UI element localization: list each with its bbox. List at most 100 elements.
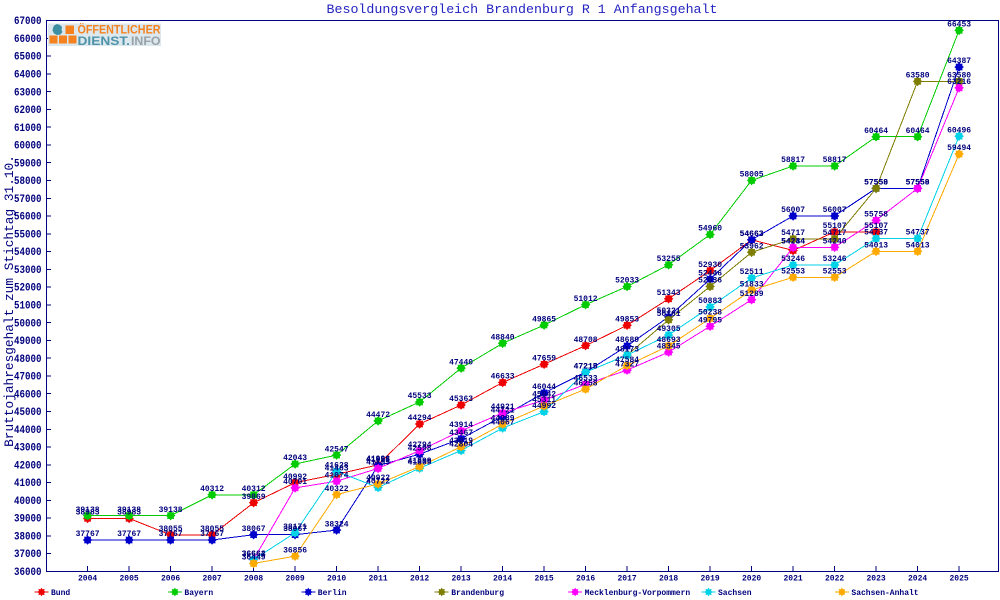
svg-text:50161: 50161: [657, 310, 681, 319]
svg-text:48345: 48345: [657, 342, 681, 351]
svg-text:39138: 39138: [159, 506, 183, 515]
svg-text:57558: 57558: [864, 179, 888, 188]
svg-text:48173: 48173: [615, 345, 639, 354]
svg-text:2012: 2012: [410, 574, 429, 583]
svg-text:41809: 41809: [408, 458, 432, 467]
svg-text:Sachsen-Anhalt: Sachsen-Anhalt: [851, 589, 918, 598]
svg-text:39138: 39138: [117, 506, 141, 515]
svg-text:2022: 2022: [825, 574, 844, 583]
svg-text:55758: 55758: [864, 211, 888, 220]
svg-text:38983: 38983: [76, 509, 100, 518]
svg-text:54240: 54240: [823, 238, 847, 247]
svg-text:DIENST.: DIENST.: [78, 34, 131, 48]
svg-text:38055: 38055: [159, 525, 183, 534]
svg-text:38067: 38067: [242, 525, 266, 534]
svg-text:2023: 2023: [866, 574, 885, 583]
svg-text:67000: 67000: [14, 16, 42, 28]
svg-text:43914: 43914: [449, 421, 473, 430]
svg-text:41955: 41955: [366, 456, 390, 465]
svg-text:2018: 2018: [659, 574, 678, 583]
svg-text:Bayern: Bayern: [184, 589, 213, 598]
svg-text:49865: 49865: [532, 315, 556, 324]
svg-text:64000: 64000: [14, 70, 42, 82]
svg-text:53962: 53962: [740, 243, 764, 252]
svg-text:2025: 2025: [949, 574, 968, 583]
svg-text:43019: 43019: [449, 437, 473, 446]
svg-text:49795: 49795: [698, 317, 722, 326]
svg-text:41993: 41993: [366, 455, 390, 464]
svg-text:51343: 51343: [657, 289, 681, 298]
svg-text:42547: 42547: [325, 445, 349, 454]
svg-text:45533: 45533: [408, 392, 432, 401]
svg-text:43000: 43000: [14, 443, 42, 455]
svg-text:64387: 64387: [947, 57, 971, 66]
svg-text:40000: 40000: [14, 496, 42, 508]
svg-text:44721: 44721: [491, 407, 515, 416]
svg-text:2020: 2020: [742, 574, 761, 583]
svg-text:55107: 55107: [823, 222, 847, 231]
svg-text:50321: 50321: [657, 307, 681, 316]
svg-text:2006: 2006: [161, 574, 180, 583]
svg-text:36664: 36664: [242, 550, 266, 559]
svg-text:54244: 54244: [781, 238, 805, 247]
svg-text:47215: 47215: [574, 362, 598, 371]
svg-text:56000: 56000: [14, 212, 42, 224]
svg-text:57559: 57559: [906, 179, 930, 188]
svg-text:54717: 54717: [781, 229, 805, 238]
svg-text:41628: 41628: [325, 462, 349, 471]
svg-text:52511: 52511: [740, 268, 764, 277]
svg-text:2017: 2017: [617, 574, 636, 583]
svg-text:42043: 42043: [283, 454, 307, 463]
svg-text:60464: 60464: [864, 127, 888, 136]
svg-text:52000: 52000: [14, 283, 42, 295]
svg-text:55107: 55107: [864, 222, 888, 231]
svg-text:48693: 48693: [657, 336, 681, 345]
svg-text:52553: 52553: [823, 268, 847, 277]
svg-text:54000: 54000: [14, 247, 42, 259]
svg-text:56007: 56007: [823, 206, 847, 215]
svg-text:47000: 47000: [14, 372, 42, 384]
svg-text:39138: 39138: [76, 506, 100, 515]
svg-text:37000: 37000: [14, 549, 42, 561]
svg-text:53000: 53000: [14, 265, 42, 277]
svg-text:38000: 38000: [14, 532, 42, 544]
svg-text:63000: 63000: [14, 87, 42, 99]
svg-text:2015: 2015: [534, 574, 553, 583]
svg-text:58817: 58817: [781, 156, 805, 165]
svg-text:57559: 57559: [864, 179, 888, 188]
svg-text:Sachsen: Sachsen: [718, 589, 752, 598]
svg-text:45363: 45363: [449, 395, 473, 404]
svg-text:Brandenburg: Brandenburg: [451, 589, 504, 598]
svg-text:45000: 45000: [14, 407, 42, 419]
svg-text:2013: 2013: [451, 574, 470, 583]
svg-text:44472: 44472: [366, 411, 390, 420]
svg-text:ÖFFENTLICHER: ÖFFENTLICHER: [78, 22, 161, 37]
svg-text:38983: 38983: [117, 509, 141, 518]
svg-text:65000: 65000: [14, 52, 42, 64]
svg-text:54737: 54737: [906, 229, 930, 238]
svg-text:41000: 41000: [14, 478, 42, 490]
svg-text:54663: 54663: [740, 230, 764, 239]
svg-text:44067: 44067: [491, 418, 515, 427]
svg-text:48708: 48708: [574, 336, 598, 345]
svg-text:58005: 58005: [740, 171, 764, 180]
svg-text:60000: 60000: [14, 141, 42, 153]
svg-text:2005: 2005: [119, 574, 138, 583]
svg-text:39000: 39000: [14, 514, 42, 526]
svg-text:39869: 39869: [242, 493, 266, 502]
svg-text:54663: 54663: [740, 230, 764, 239]
svg-text:50238: 50238: [698, 309, 722, 318]
svg-text:46000: 46000: [14, 389, 42, 401]
svg-text:62000: 62000: [14, 105, 42, 117]
svg-text:2008: 2008: [244, 574, 263, 583]
svg-text:46633: 46633: [491, 373, 515, 382]
svg-text:52446: 52446: [698, 269, 722, 278]
svg-text:44992: 44992: [532, 402, 556, 411]
svg-text:38171: 38171: [283, 523, 307, 532]
svg-text:44289: 44289: [491, 414, 515, 423]
svg-text:2004: 2004: [78, 574, 97, 583]
svg-text:47213: 47213: [574, 362, 598, 371]
svg-text:41899: 41899: [408, 457, 432, 466]
svg-text:38324: 38324: [325, 520, 349, 529]
svg-text:52036: 52036: [698, 277, 722, 286]
